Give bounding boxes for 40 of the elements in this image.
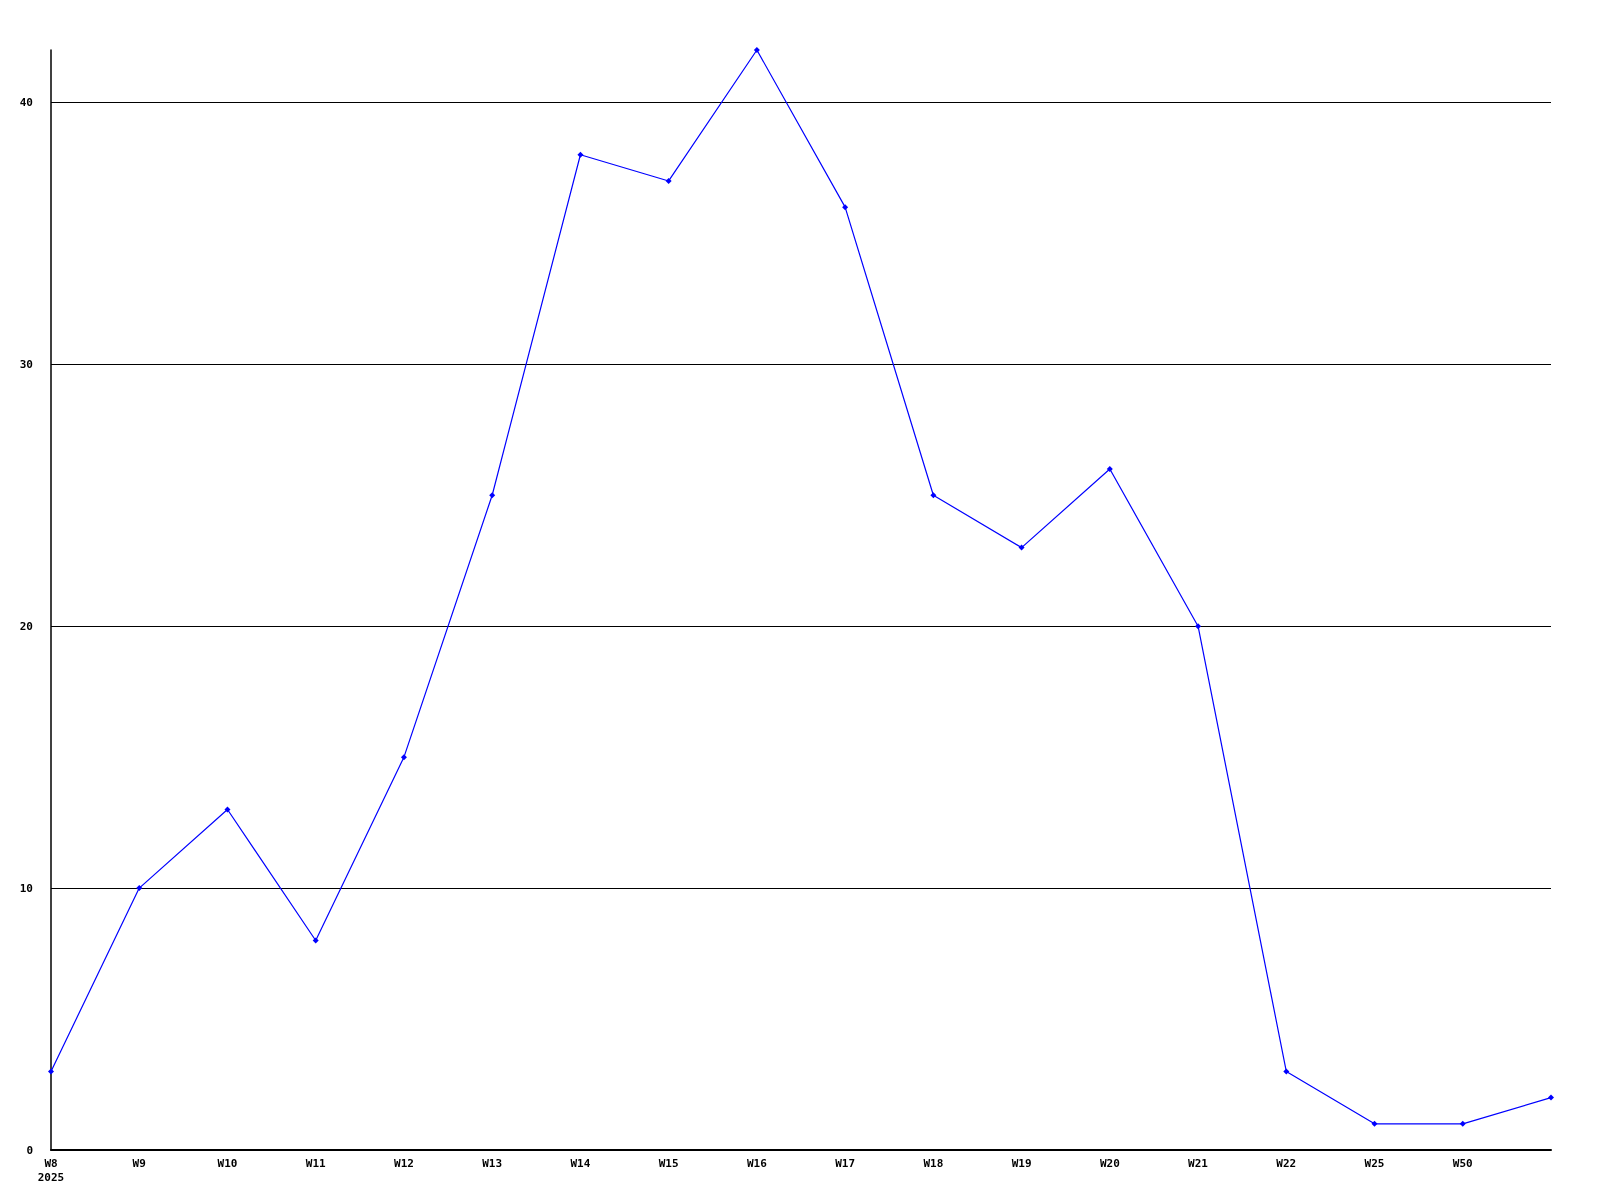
point <box>753 47 760 53</box>
point <box>312 937 319 944</box>
x-tick-label: W50 <box>1452 1156 1473 1170</box>
point <box>1106 466 1113 473</box>
y-tick-label: 0 <box>26 1143 33 1157</box>
x-tick-label: W20 <box>1099 1156 1120 1170</box>
y-tick-label: 30 <box>19 357 33 371</box>
y-tick-label: 20 <box>19 619 33 633</box>
x-tick-label: W17 <box>835 1156 856 1170</box>
x-tick-label: W19 <box>1011 1156 1032 1170</box>
point <box>136 885 143 892</box>
point <box>224 806 231 813</box>
x-tick-label: W8 2025 <box>37 1156 65 1184</box>
x-tick-label: W15 <box>658 1156 679 1170</box>
point <box>1459 1120 1466 1127</box>
point <box>1371 1120 1378 1127</box>
x-tick-label: W10 <box>217 1156 238 1170</box>
point <box>1018 544 1025 551</box>
x-tick-label: W16 <box>746 1156 768 1170</box>
point <box>489 492 496 499</box>
y-tick-label: 10 <box>19 881 33 895</box>
point <box>930 492 937 499</box>
point <box>1548 1094 1554 1101</box>
point <box>400 754 407 761</box>
x-tick-label: W13 <box>482 1156 503 1170</box>
point <box>665 177 672 184</box>
x-tick-label: W22 <box>1276 1156 1297 1170</box>
x-tick-label: W11 <box>305 1156 327 1170</box>
x-tick-label: W9 <box>132 1156 146 1170</box>
x-tick-label: W18 <box>923 1156 944 1170</box>
point <box>48 1068 54 1075</box>
point <box>577 151 584 158</box>
y-tick-label: 40 <box>19 95 33 109</box>
x-tick-label: W25 <box>1364 1156 1385 1170</box>
point <box>842 204 849 211</box>
x-tick-label: W21 <box>1188 1156 1209 1170</box>
x-tick-label: W12 <box>394 1156 414 1170</box>
x-tick-label: W14 <box>570 1156 591 1170</box>
point <box>1283 1068 1290 1075</box>
point <box>1195 623 1202 630</box>
